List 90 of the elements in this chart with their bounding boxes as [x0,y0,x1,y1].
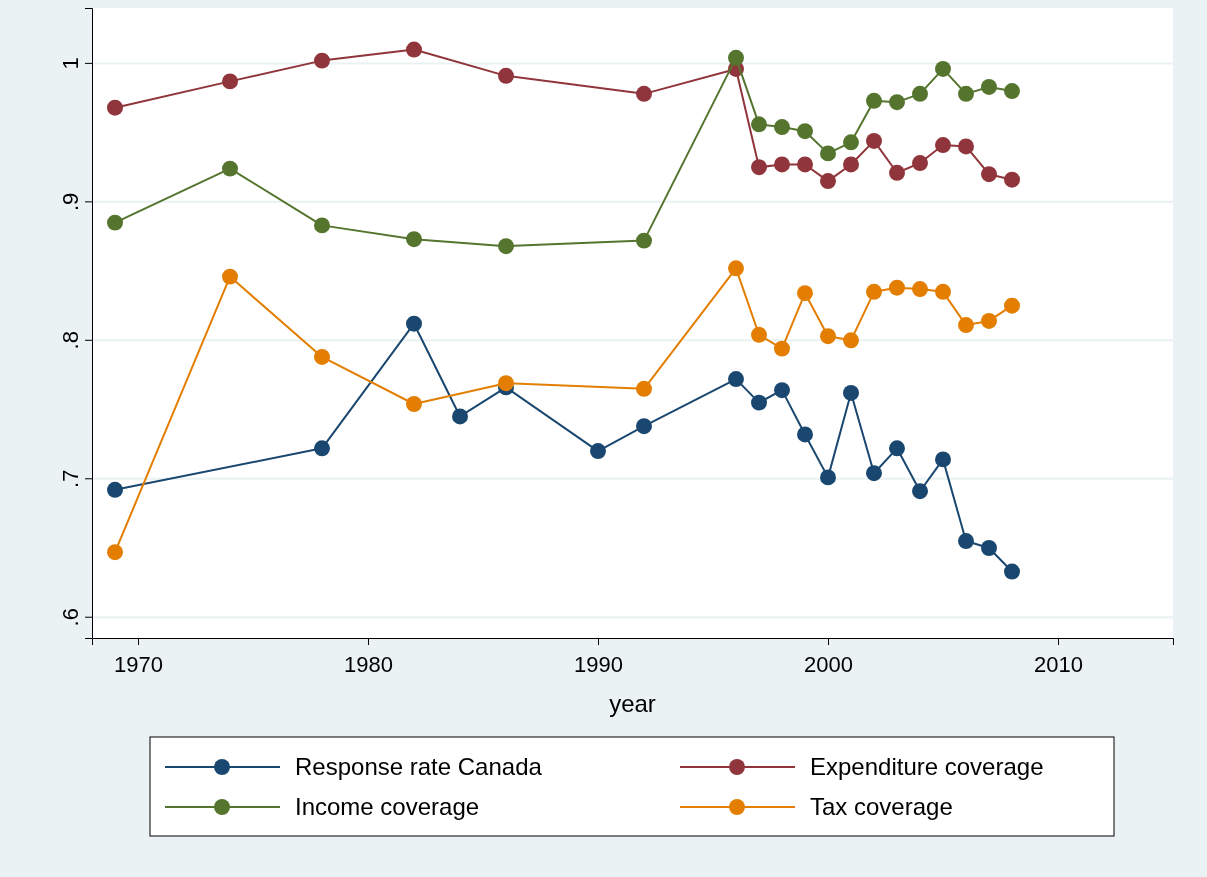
point [1004,563,1020,580]
point [107,481,123,498]
point [797,156,813,173]
point [314,348,330,365]
point [107,99,123,116]
point [866,465,882,482]
point [1004,171,1020,188]
x-tick-label: 1970 [114,652,163,678]
point [912,483,928,500]
point [981,166,997,183]
x-tick-label: 1980 [344,652,393,678]
point [107,214,123,231]
point [820,145,836,162]
point [935,137,951,154]
point [958,85,974,102]
point [636,380,652,397]
point [636,232,652,249]
point [820,469,836,486]
point [935,60,951,77]
point [406,315,422,332]
point [889,164,905,181]
point [774,156,790,173]
point [774,382,790,399]
point [1004,297,1020,314]
point [728,260,744,277]
y-tick-label: 1 [58,57,83,70]
point [958,533,974,550]
point [797,426,813,443]
point [728,371,744,388]
point [107,544,123,561]
point [498,67,514,84]
point [889,440,905,457]
point [1004,83,1020,100]
point [774,340,790,357]
point [981,540,997,556]
point [797,285,813,302]
point [843,332,859,349]
point [912,281,928,298]
point [958,138,974,155]
y-tick-label: .9 [58,192,83,212]
legend-label: Tax coverage [810,793,953,820]
point [498,238,514,255]
point [314,440,330,457]
point [843,384,859,401]
legend-label: Income coverage [295,793,480,820]
point [843,156,859,173]
y-tick-label: .7 [58,469,83,488]
y-tick-label: .8 [58,331,83,350]
point [406,231,422,248]
point [751,394,767,411]
x-tick-label: 2010 [1034,652,1083,678]
point [751,116,767,133]
point [866,283,882,300]
point [889,94,905,111]
point [912,155,928,172]
point [912,85,928,102]
point [314,52,330,69]
point [314,217,330,234]
point [222,160,238,177]
point [751,326,767,343]
point [751,159,767,176]
point [498,375,514,392]
point [843,134,859,151]
point [820,328,836,345]
x-tick-label: 2000 [804,652,853,678]
point [935,283,951,300]
point [820,173,836,190]
point [866,92,882,109]
point [222,268,238,285]
point [774,119,790,136]
legend-label: Expenditure coverage [810,753,1044,780]
legend-label: Response rate Canada [295,753,543,780]
point [889,279,905,296]
y-tick-label: .6 [58,608,83,627]
point [636,85,652,102]
x-axis-title: year [609,690,656,717]
point [636,418,652,435]
point [958,317,974,334]
point [981,78,997,95]
point [406,396,422,412]
point [590,443,606,460]
x-tick-label: 1990 [574,652,623,678]
point [406,41,422,58]
point [866,132,882,149]
point [797,123,813,140]
point [981,312,997,329]
point [452,408,468,425]
point [222,73,238,90]
point [728,49,744,66]
point [935,451,951,468]
